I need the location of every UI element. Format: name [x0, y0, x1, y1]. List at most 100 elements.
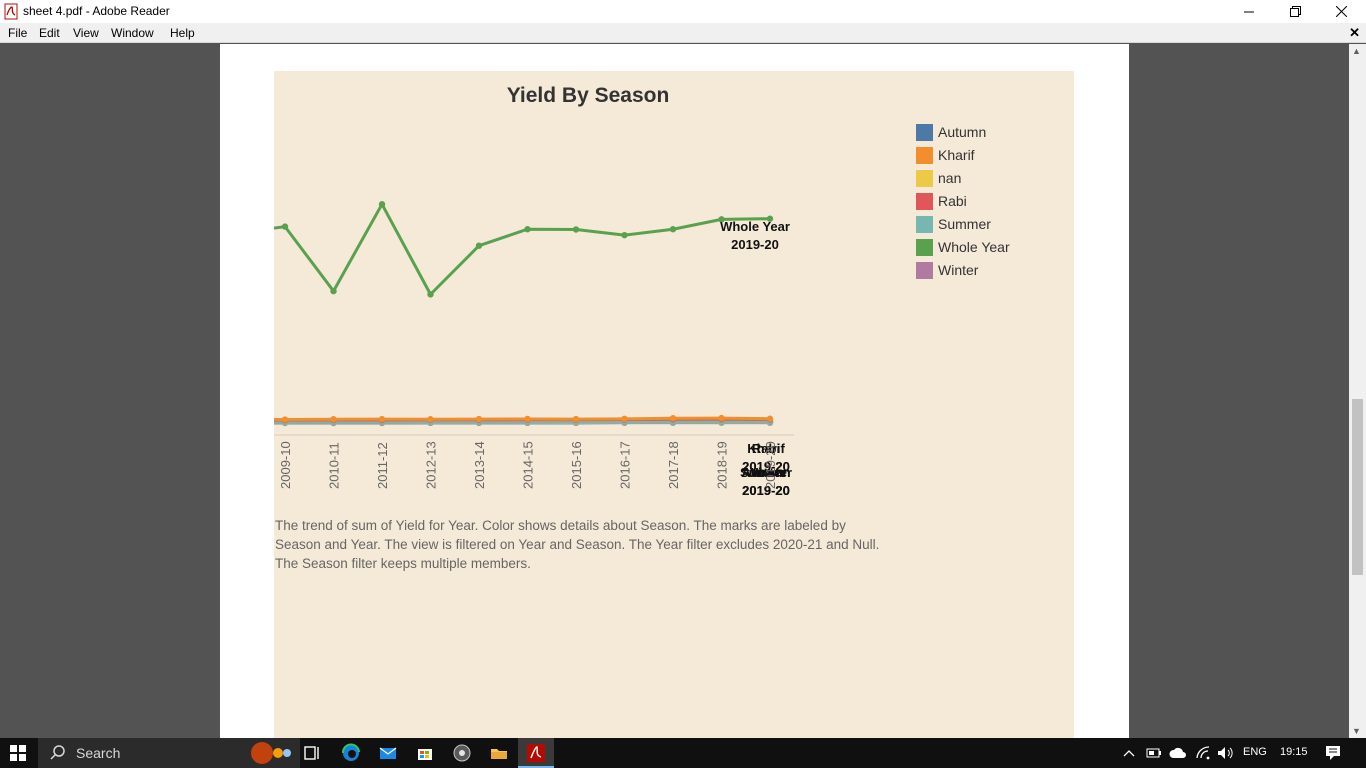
menu-window[interactable]: Window — [111, 26, 154, 40]
search-placeholder: Search — [76, 745, 121, 761]
scroll-down-icon[interactable]: ▼ — [1352, 726, 1361, 736]
adobe-reader-taskbar-button[interactable] — [518, 738, 554, 768]
vertical-scrollbar[interactable]: ▲ ▼ — [1349, 44, 1366, 738]
media-player-icon[interactable] — [452, 743, 472, 763]
legend-label: nan — [938, 170, 962, 186]
x-tick-label: 2017-18 — [666, 441, 681, 489]
x-tick-label: 2015-16 — [569, 441, 584, 489]
end-label-line: 2019-20 — [742, 483, 790, 498]
data-point — [378, 415, 386, 423]
menu-help[interactable]: Help — [170, 26, 195, 40]
legend-swatch — [916, 216, 933, 233]
close-button[interactable] — [1318, 0, 1364, 23]
volume-icon[interactable] — [1217, 746, 1235, 760]
menu-bar: File Edit View Window Help ✕ — [0, 23, 1366, 43]
data-point — [524, 415, 531, 423]
end-label: Kharif 2019-20 — [742, 441, 790, 474]
data-point — [718, 216, 725, 223]
mail-icon[interactable] — [378, 743, 398, 763]
minimize-button[interactable] — [1226, 0, 1272, 23]
data-point — [718, 414, 725, 422]
legend-label: Rabi — [938, 193, 967, 209]
data-point — [475, 242, 483, 249]
series-line — [274, 202, 771, 296]
legend-item[interactable]: Summer — [916, 215, 1056, 233]
restore-button[interactable] — [1272, 0, 1318, 23]
start-button[interactable] — [0, 738, 36, 768]
menu-view[interactable]: View — [73, 26, 99, 40]
menu-edit[interactable]: Edit — [39, 26, 60, 40]
data-point — [621, 415, 628, 423]
legend-item[interactable]: Winter — [916, 261, 1056, 279]
data-point — [475, 415, 483, 423]
window-title: sheet 4.pdf - Adobe Reader — [23, 4, 170, 18]
battery-icon[interactable] — [1146, 747, 1162, 759]
legend-item[interactable]: Autumn — [916, 123, 1056, 141]
series-line — [274, 416, 771, 422]
end-label-line: 2019-20 — [742, 459, 790, 474]
end-label: Summer 2019-20 — [740, 465, 792, 498]
document-viewport[interactable]: Yield By Season Whole Year 2019-20 Kharif 2… — [0, 44, 1349, 738]
taskbar-search-box[interactable]: Search — [38, 738, 300, 768]
end-label-line: Kharif — [747, 441, 785, 456]
chart-title: Yield By Season — [506, 84, 670, 107]
data-point — [427, 291, 434, 298]
data-point — [330, 416, 337, 423]
search-icon — [50, 745, 65, 760]
menu-file[interactable]: File — [8, 26, 28, 40]
legend-label: Kharif — [938, 147, 975, 163]
x-tick-label: 2018-19 — [715, 441, 730, 489]
legend-item[interactable]: Kharif — [916, 146, 1056, 164]
end-label-line: Summer — [740, 465, 792, 480]
legend-item[interactable]: nan — [916, 169, 1056, 187]
pdf-app-icon — [4, 3, 18, 20]
data-point — [281, 223, 289, 230]
close-document-icon[interactable]: ✕ — [1349, 25, 1360, 40]
end-label: Whole Year 2019-20 — [720, 219, 790, 252]
scroll-up-icon[interactable]: ▲ — [1352, 46, 1361, 56]
legend-swatch — [916, 124, 933, 141]
system-clock[interactable]: 19:15 — [1280, 746, 1308, 758]
edge-browser-icon[interactable] — [341, 743, 361, 763]
input-language-indicator[interactable]: ENG — [1243, 746, 1267, 758]
data-point — [330, 287, 337, 295]
data-point — [766, 215, 774, 222]
x-tick-label: 2011-12 — [375, 442, 390, 489]
data-point — [378, 201, 386, 208]
show-hidden-icons-icon[interactable] — [1123, 748, 1135, 758]
end-label: Winter 2019-20 — [742, 465, 790, 498]
end-label-line: 2019-20 — [731, 237, 779, 252]
task-view-icon[interactable] — [302, 743, 322, 763]
data-point — [621, 231, 628, 239]
legend-label: Whole Year — [938, 239, 1010, 255]
minimize-icon — [1244, 11, 1254, 12]
x-tick-label: 2010-11 — [327, 442, 342, 489]
notifications-icon[interactable] — [1325, 745, 1341, 761]
legend-swatch — [916, 239, 933, 256]
file-explorer-icon[interactable] — [489, 743, 509, 763]
end-label: Autumn 2019-20 — [741, 465, 790, 498]
cloud-sync-icon[interactable] — [1169, 746, 1187, 760]
taskbar: Search ENG 19:15 — [0, 738, 1366, 768]
legend-item[interactable]: Rabi — [916, 192, 1056, 210]
dashboard-sheet: Yield By Season Whole Year 2019-20 Kharif 2… — [274, 71, 1074, 738]
end-label: Rabi 2019-20 — [742, 441, 790, 474]
data-point — [572, 415, 580, 423]
data-point — [572, 226, 580, 233]
legend-swatch — [916, 262, 933, 279]
x-tick-label: 2013-14 — [472, 441, 487, 489]
window-titlebar: sheet 4.pdf - Adobe Reader — [0, 0, 1366, 23]
store-icon[interactable] — [415, 743, 435, 763]
close-icon — [1335, 6, 1347, 17]
end-label-line: Autumn — [741, 465, 790, 480]
legend-label: Winter — [938, 262, 979, 278]
legend-item[interactable]: Whole Year — [916, 238, 1056, 256]
data-point — [669, 415, 677, 422]
legend-label: Summer — [938, 216, 991, 232]
wifi-icon[interactable] — [1195, 746, 1211, 760]
x-tick-label: 2012-13 — [424, 441, 439, 489]
series-whole-year — [274, 201, 774, 298]
end-label-line: 2019-20 — [742, 483, 790, 498]
scroll-thumb[interactable] — [1352, 399, 1363, 575]
